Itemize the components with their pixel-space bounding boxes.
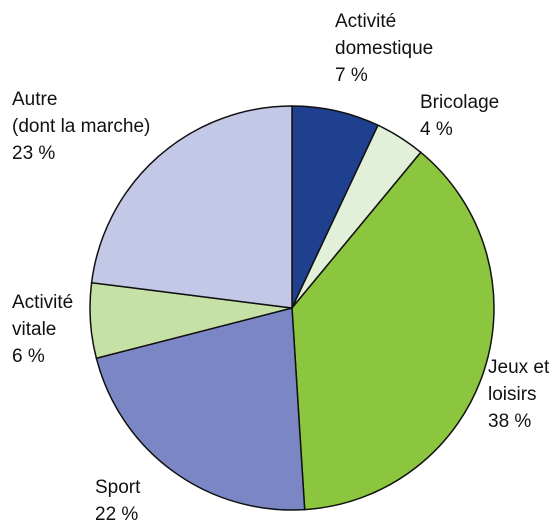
value-label: 7 % [335,65,368,86]
value-label: 6 % [12,346,45,367]
slice-label: Activité vitale [12,292,73,340]
value-label: 22 % [95,504,138,522]
pie-slice [95,307,306,511]
slice-label: Activité domestique [335,11,433,59]
value-label: 38 % [488,411,531,432]
label-line: Autre [12,89,57,110]
slice-label: Bricolage [420,92,499,113]
label-line: Sport [95,477,141,498]
label-line: loisirs [488,384,537,405]
label-line: vitale [12,319,56,340]
label-line: domestique [335,38,433,59]
pie-slice [90,105,293,309]
label-line: Activité [335,11,396,32]
pie-slice [291,151,495,511]
label-line: (dont la marche) [12,116,150,137]
value-label: 23 % [12,143,55,164]
slice-label: Sport [95,477,141,498]
label-line: Activité [12,292,73,313]
label-line: Jeux et [488,357,550,378]
label-line: Bricolage [420,92,499,113]
slice-label: Autre (dont la marche) [12,89,150,137]
value-label: 4 % [420,119,453,140]
slice-label: Jeux et loisirs [488,357,550,405]
